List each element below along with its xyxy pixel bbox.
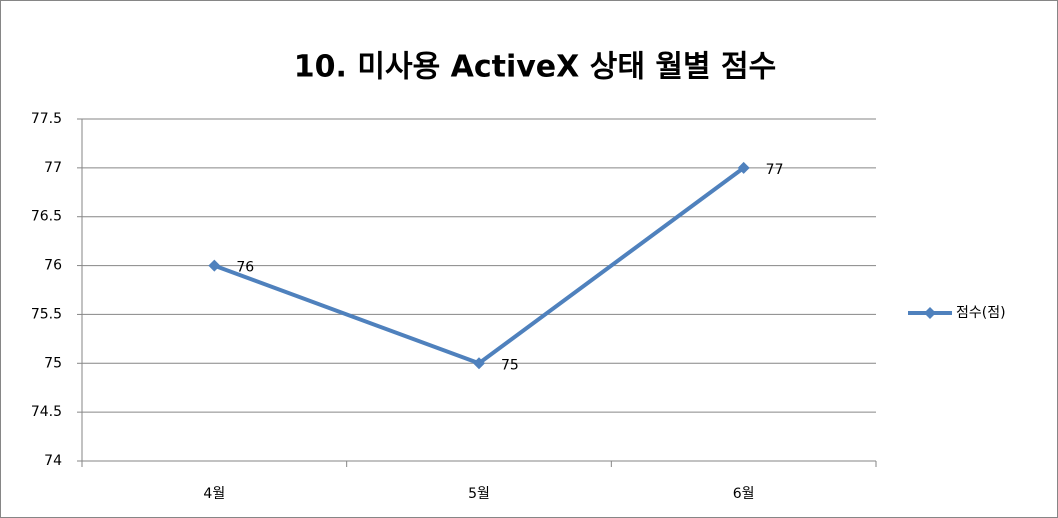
chart-title: 10. 미사용 ActiveX 상태 월별 점수 (294, 50, 776, 85)
data-label: 77 (766, 162, 784, 178)
point-marker (473, 357, 485, 370)
x-tick-label: 5월 (468, 486, 490, 502)
legend-label: 점수(점) (956, 305, 1006, 321)
y-tick-label: 76 (44, 258, 62, 274)
x-tick-label: 4월 (203, 486, 225, 502)
data-label: 76 (236, 260, 254, 276)
legend-marker (924, 307, 936, 319)
point-marker (737, 161, 750, 174)
y-tick-label: 74 (44, 453, 62, 469)
data-label: 75 (501, 357, 519, 373)
y-tick-label: 77 (44, 160, 62, 176)
y-tick-label: 76.5 (31, 209, 62, 225)
point-marker (208, 259, 221, 272)
y-tick-label: 74.5 (31, 404, 62, 420)
y-tick-label: 75 (44, 355, 62, 371)
x-tick-label: 6월 (733, 486, 755, 502)
y-tick-label: 77.5 (31, 111, 62, 127)
y-tick-label: 75.5 (31, 306, 62, 322)
